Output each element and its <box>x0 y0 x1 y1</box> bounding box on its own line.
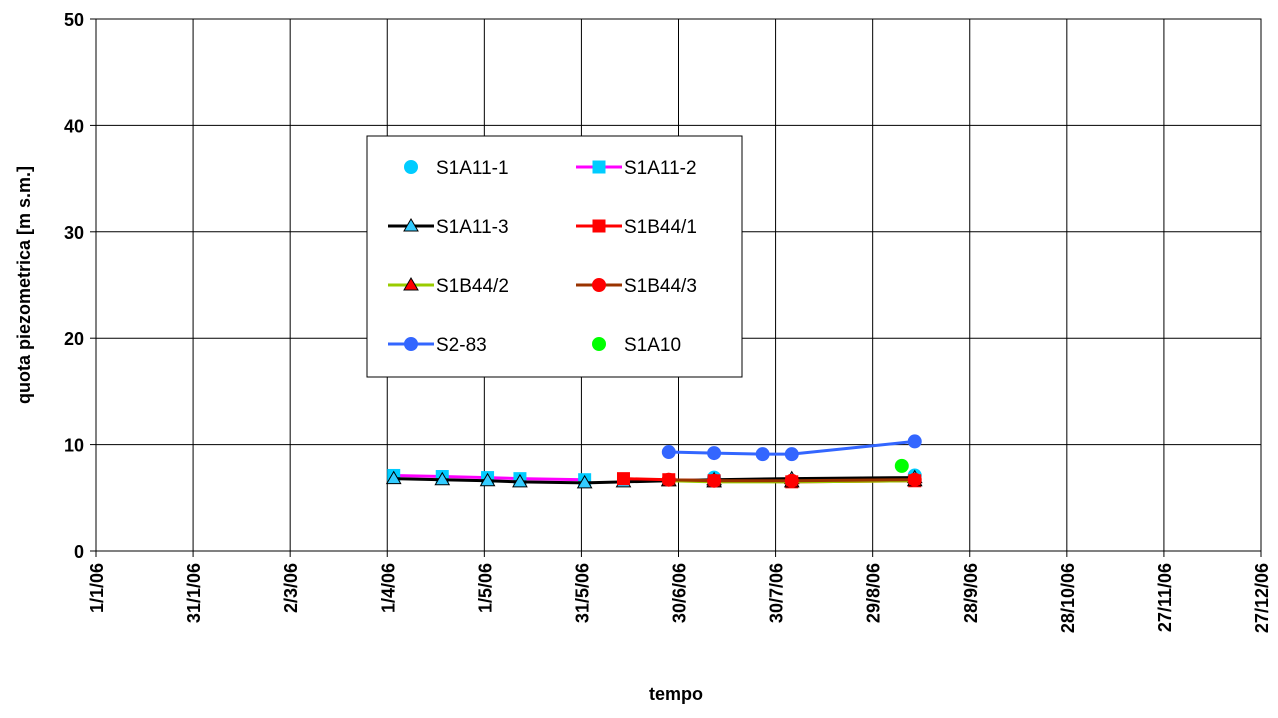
x-tick-label: 1/1/06 <box>87 563 107 613</box>
marker <box>784 473 799 488</box>
y-tick-label: 0 <box>74 542 84 562</box>
marker <box>907 434 922 449</box>
legend-label: S1A11-1 <box>436 158 509 179</box>
marker <box>707 473 722 488</box>
marker <box>784 447 799 462</box>
marker <box>661 472 676 487</box>
marker <box>403 277 419 291</box>
y-tick-label: 10 <box>64 436 84 456</box>
x-tick-label: 1/5/06 <box>475 563 495 613</box>
legend-label: S2-83 <box>436 335 487 356</box>
marker <box>385 470 402 485</box>
y-tick-label: 40 <box>64 116 84 136</box>
y-axis-label: quota piezometrica [m s.m.] <box>14 166 34 404</box>
x-tick-label: 28/9/06 <box>961 563 981 623</box>
marker <box>755 447 770 462</box>
x-tick-label: 31/5/06 <box>572 563 592 623</box>
x-tick-label: 30/7/06 <box>767 563 787 623</box>
legend-label: S1B44/3 <box>624 276 697 297</box>
y-tick-label: 50 <box>64 10 84 30</box>
marker <box>479 472 496 487</box>
series-line <box>393 476 915 485</box>
marker <box>592 337 606 351</box>
y-tick-label: 30 <box>64 223 84 243</box>
x-tick-label: 28/10/06 <box>1058 563 1078 633</box>
x-tick-label: 1/4/06 <box>378 563 398 613</box>
x-axis-label: tempo <box>649 684 703 704</box>
marker <box>434 471 451 486</box>
marker <box>576 474 593 489</box>
series-line <box>668 478 915 483</box>
legend-label: S1A11-3 <box>436 217 509 238</box>
legend-box <box>366 135 743 378</box>
marker <box>404 160 418 174</box>
marker <box>661 445 676 460</box>
x-tick-label: 27/12/06 <box>1252 563 1272 633</box>
legend-label: S1B44/2 <box>436 276 509 297</box>
marker <box>592 160 606 174</box>
marker <box>592 219 606 233</box>
legend-label: S1A10 <box>624 335 681 356</box>
x-tick-label: 27/11/06 <box>1155 563 1175 632</box>
x-tick-label: 2/3/06 <box>281 563 301 613</box>
x-tick-label: 29/8/06 <box>864 563 884 623</box>
x-tick-label: 31/1/06 <box>184 563 204 623</box>
legend-label: S1A11-2 <box>624 158 697 179</box>
marker <box>512 473 528 488</box>
x-tick-label: 30/6/06 <box>670 563 690 623</box>
legend-label: S1B44/1 <box>624 217 697 238</box>
marker <box>404 337 418 351</box>
marker <box>894 458 909 473</box>
legend: S1A11-1 S1A11-2 S1A11-3 S1B44/1 S1B44/2 S1B44… <box>366 135 743 378</box>
marker <box>707 446 722 461</box>
marker <box>592 278 606 292</box>
marker <box>616 472 630 486</box>
marker <box>403 218 419 232</box>
y-tick-label: 20 <box>64 329 84 349</box>
marker <box>907 472 922 487</box>
